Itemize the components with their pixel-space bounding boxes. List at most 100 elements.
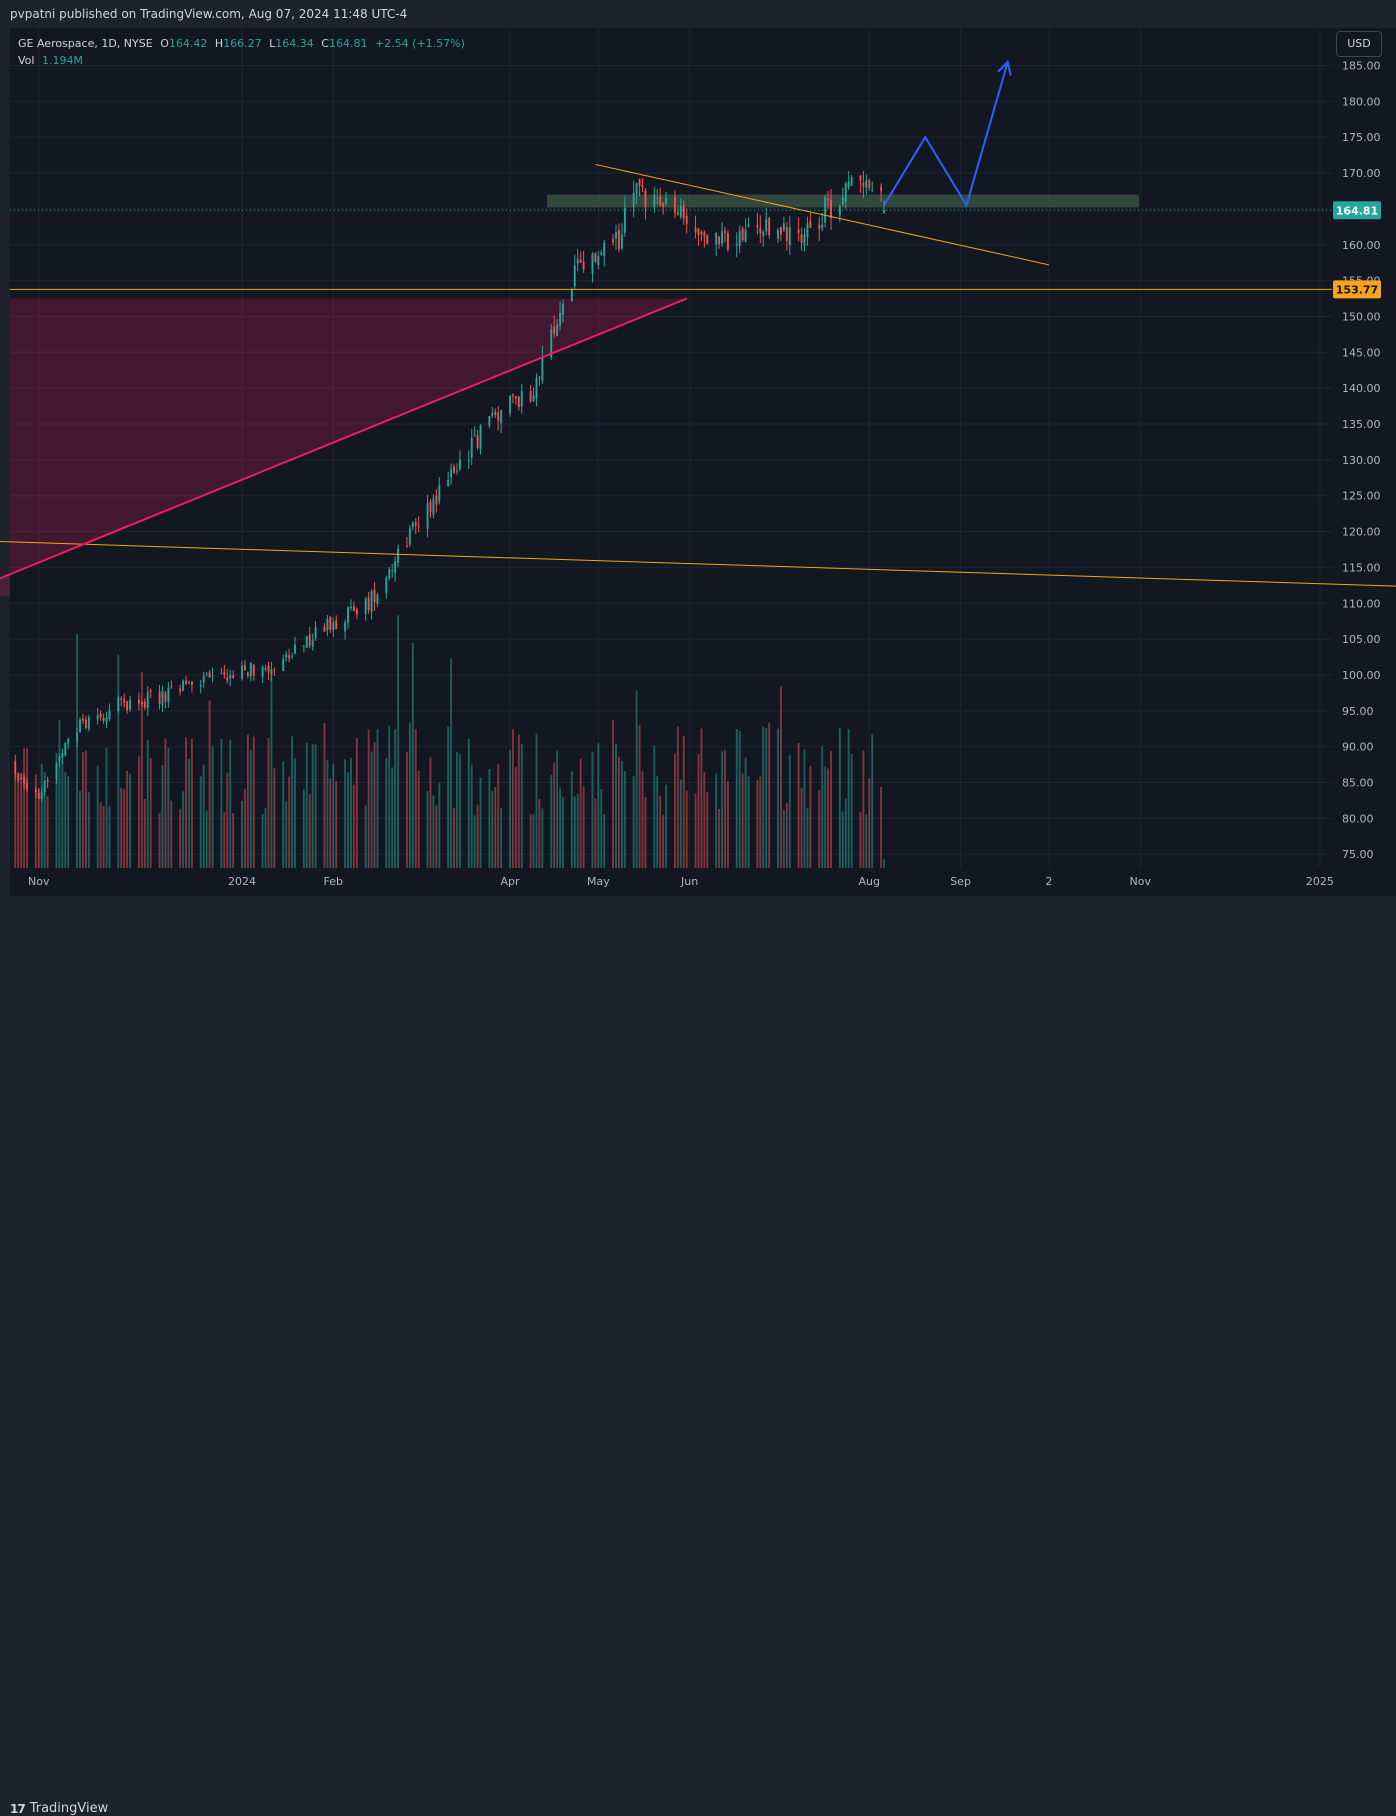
candle-body <box>726 233 729 250</box>
candle-body <box>803 234 806 246</box>
price-scale[interactable] <box>1332 28 1396 868</box>
volume-bar <box>17 779 20 868</box>
candle-body <box>137 699 140 704</box>
volume-bar <box>158 813 161 868</box>
candle-body <box>14 760 17 775</box>
volume-bar <box>273 768 276 868</box>
volume-bar <box>261 813 264 868</box>
candle-body <box>838 206 841 216</box>
candle-body <box>364 598 367 614</box>
volume-bar <box>249 750 252 868</box>
volume-bar <box>405 751 408 868</box>
candle-body <box>747 224 750 227</box>
volume-bar <box>288 776 291 868</box>
candle-body <box>859 175 862 181</box>
candle-body <box>721 230 723 244</box>
volume-bar <box>509 750 511 868</box>
volume-bar <box>84 750 87 868</box>
volume-bar <box>591 751 594 868</box>
candle-body <box>579 259 582 263</box>
volume-bar <box>632 776 635 868</box>
volume-bar <box>880 786 883 868</box>
volume-bar <box>355 738 358 868</box>
candle-body <box>185 680 187 684</box>
y-tick-label: 105.00 <box>1342 633 1381 646</box>
drawing-zones <box>0 194 1139 597</box>
volume-bar <box>576 793 579 868</box>
candle-body <box>438 484 441 502</box>
candle-body <box>765 219 768 232</box>
volume-bar <box>759 776 762 868</box>
high-label: H <box>214 37 224 50</box>
volume-bar <box>347 772 349 868</box>
volume-bar <box>488 769 491 868</box>
volume-bar <box>862 750 865 868</box>
candle-body <box>58 756 61 762</box>
volume-bar <box>352 784 355 868</box>
volume-bar <box>376 729 379 868</box>
volume-bar <box>447 726 450 868</box>
candle-body <box>497 412 500 421</box>
candle-body <box>432 498 435 515</box>
candle-body <box>818 224 821 229</box>
volume-bar <box>232 813 235 868</box>
candle-body <box>700 231 703 235</box>
time-scale[interactable] <box>10 868 1396 896</box>
candle-body <box>635 183 638 195</box>
price-chart[interactable]: 185.00180.00175.00170.00165.00160.00155.… <box>0 0 1396 931</box>
candle-body <box>603 242 606 256</box>
volume-bar <box>659 795 662 868</box>
candle-body <box>261 667 264 677</box>
change-value: +2.54 (+1.57%) <box>374 37 465 50</box>
volume-bar <box>314 744 317 868</box>
candle-body <box>470 437 473 458</box>
y-tick-label: 80.00 <box>1342 812 1374 825</box>
candle-body <box>862 183 865 187</box>
candle-body <box>344 622 347 632</box>
y-tick-label: 145.00 <box>1342 346 1381 359</box>
volume-bar <box>170 800 173 868</box>
currency-button[interactable]: USD <box>1336 31 1382 57</box>
candle-body <box>294 644 296 654</box>
candle-body <box>594 252 597 262</box>
volume-bar <box>517 734 520 868</box>
candle-body <box>288 655 291 659</box>
volume-bar <box>838 728 841 868</box>
candle-body <box>43 780 46 792</box>
candle-body <box>679 205 682 217</box>
candle-body <box>411 522 414 528</box>
candle-body <box>308 634 311 646</box>
candle-body <box>738 230 741 247</box>
candle-body <box>208 672 211 678</box>
candle-body <box>241 665 243 679</box>
candle-body <box>809 220 812 228</box>
candle-body <box>785 227 788 241</box>
x-tick-label: Apr <box>500 875 520 888</box>
candle-body <box>232 675 235 679</box>
pink-triangle-zone <box>0 298 687 597</box>
volume-bar <box>559 787 562 868</box>
chart-pane[interactable] <box>10 28 1332 868</box>
volume-bar <box>844 798 847 868</box>
candle-body <box>847 181 850 188</box>
volume-bar <box>211 746 214 868</box>
candle-body <box>782 223 785 231</box>
candle-body <box>762 232 765 236</box>
volume-bar <box>859 812 862 868</box>
candle-body <box>61 753 64 758</box>
candle-body <box>167 687 170 703</box>
volume-bar <box>229 739 232 868</box>
symbol-name[interactable]: GE Aerospace, 1D, NYSE <box>18 37 153 50</box>
candle-body <box>659 196 662 206</box>
candle-body <box>800 234 803 244</box>
candle-body <box>632 193 635 207</box>
volume-bar <box>76 634 79 868</box>
brand[interactable]: 17 TradingView <box>10 1801 108 1816</box>
candle-body <box>329 616 332 630</box>
x-tick-label: Jun <box>680 875 698 888</box>
volume-bar <box>294 758 296 868</box>
volume-bar <box>179 809 182 868</box>
volume-bar <box>470 764 473 868</box>
candle-body <box>220 672 223 674</box>
volume-bar <box>491 791 494 868</box>
